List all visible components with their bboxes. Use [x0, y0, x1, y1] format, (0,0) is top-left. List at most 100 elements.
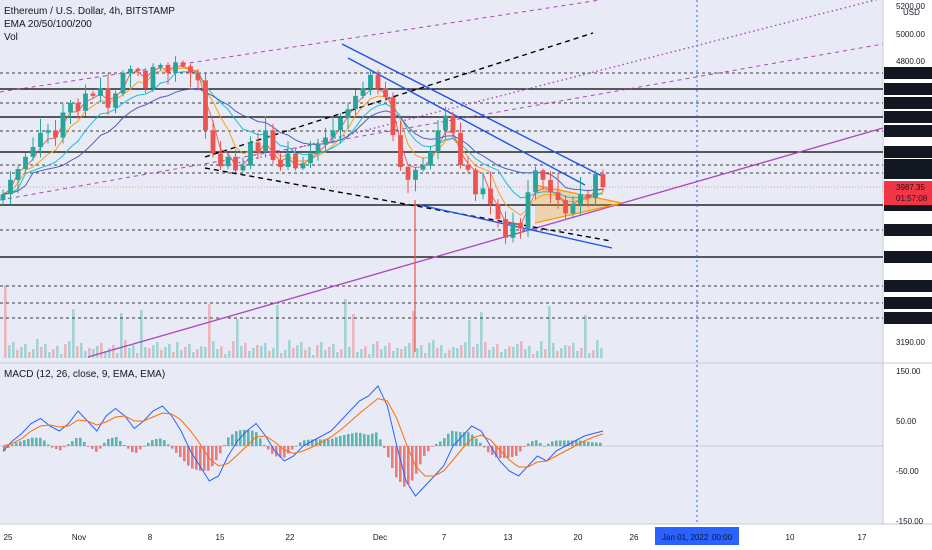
candle: [420, 157, 426, 172]
candle-body: [353, 95, 358, 110]
candle-body: [135, 68, 141, 71]
candle: [525, 179, 531, 237]
histogram-bar: [259, 438, 262, 446]
level-price-tag: 4297.26: [884, 125, 932, 137]
candle: [180, 60, 186, 68]
volume-bar: [196, 349, 199, 358]
candle: [300, 156, 306, 171]
histogram-bar: [375, 432, 378, 446]
histogram-bar: [355, 432, 358, 446]
histogram-bar: [479, 442, 482, 446]
level-tag-label: 4128.68: [896, 161, 925, 170]
candle: [510, 212, 516, 243]
level-price-tag: 4012.06: [884, 167, 932, 179]
candle: [203, 73, 208, 139]
candle-body: [195, 72, 201, 81]
main-pane[interactable]: [0, 0, 883, 358]
volume-bar: [228, 351, 231, 358]
price-axis[interactable]: 5200.00 5000.00 4800.00 3190.00 4616.35 4558.…: [0, 2, 932, 347]
volume-bar: [408, 343, 411, 358]
level-tag-label: 4439.24: [896, 99, 925, 108]
blue-trendline-1: [341, 43, 603, 177]
candle-body: [360, 88, 366, 96]
level-price-tag: 4351.71: [884, 111, 932, 123]
histogram-bar: [51, 446, 54, 448]
volume-bar: [452, 347, 455, 358]
candle: [413, 166, 418, 192]
volume-bar: [132, 345, 135, 358]
time-axis[interactable]: 25 Nov 8 15 22 Dec 7 13 20 26 10 17 Jan 01, 2022 00:0…: [4, 527, 867, 545]
candle-body: [480, 188, 486, 195]
volume-bar: [4, 285, 7, 358]
price-tick-label: 3190.00: [896, 338, 925, 347]
level-price-tag: 3762.32: [884, 224, 932, 236]
time-tick-label: 8: [148, 533, 153, 542]
candle-body: [60, 112, 66, 138]
channel-mid-line: [0, 43, 883, 201]
candle-body: [255, 142, 261, 152]
candle: [135, 67, 141, 77]
volume-bar: [432, 340, 435, 358]
histogram-bar: [299, 442, 302, 446]
histogram-bar: [515, 446, 518, 456]
volume-bar: [424, 353, 427, 358]
level-tag-label: 3762.32: [896, 226, 925, 235]
volume-bar: [512, 347, 515, 358]
histogram-bar: [475, 438, 478, 446]
candle-body: [38, 132, 43, 148]
candle-body: [120, 72, 126, 94]
volume-bar: [296, 345, 299, 358]
level-tag-label: 3463.82: [896, 282, 925, 291]
candle-body: [233, 156, 238, 171]
candle-body: [420, 165, 426, 170]
candle: [210, 120, 216, 158]
histogram-bar: [31, 437, 34, 446]
candle: [8, 171, 13, 205]
histogram-bar: [59, 446, 62, 451]
histogram-bar: [199, 446, 202, 471]
histogram-bar: [487, 446, 490, 453]
macd-tick-label: -50.00: [896, 467, 919, 476]
histogram-bar: [215, 446, 218, 461]
level-tag-background: [884, 224, 932, 236]
crosshair-time-background: [655, 527, 739, 545]
histogram-bar: [331, 438, 334, 446]
volume-bar: [136, 353, 139, 358]
candle-body: [285, 153, 291, 167]
volume-bar: [248, 351, 251, 358]
macd-axis[interactable]: 150.00 50.00 -50.00 -150.00: [896, 367, 924, 526]
histogram-bar: [531, 441, 534, 446]
ema-legend[interactable]: EMA 20/50/100/200: [4, 19, 92, 30]
volume-bar: [92, 349, 95, 358]
volume-bar: [344, 299, 347, 358]
histogram-bar: [235, 431, 238, 446]
volume-bar: [124, 340, 127, 358]
histogram-bar: [507, 446, 510, 458]
volume-bar: [360, 349, 363, 358]
volume-bar: [428, 343, 431, 358]
candle-body: [330, 130, 336, 138]
histogram-bar: [415, 446, 418, 474]
candle-body: [413, 169, 418, 180]
macd-pane[interactable]: [0, 385, 883, 497]
histogram-bar: [175, 446, 178, 453]
time-tick-label: 15: [216, 533, 225, 542]
volume-legend[interactable]: Vol: [4, 32, 18, 43]
histogram-bar: [191, 446, 194, 469]
histogram-bar: [55, 446, 58, 450]
histogram-bar: [179, 446, 182, 458]
histogram-bar: [43, 440, 46, 446]
volume-bar: [584, 315, 587, 358]
currency-label: USD: [903, 8, 920, 17]
candle: [548, 171, 553, 203]
volume-bar: [500, 352, 503, 358]
level-price-tag: 4439.24: [884, 97, 932, 109]
candle-body: [165, 64, 171, 73]
macd-legend[interactable]: MACD (12, 26, close, 9, EMA, EMA): [4, 369, 165, 380]
volume-bar: [88, 348, 91, 358]
level-tag-label: 4351.71: [896, 113, 925, 122]
volume-bar: [464, 342, 467, 358]
horizontal-levels: [0, 72, 883, 319]
volume-bar: [144, 347, 147, 358]
